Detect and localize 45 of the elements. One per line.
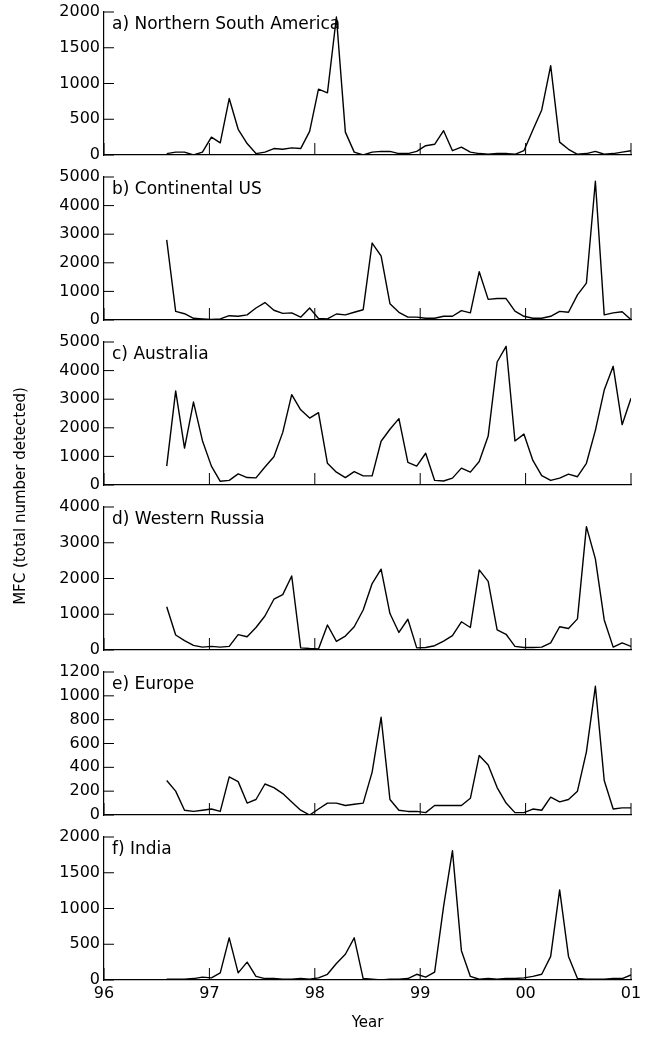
y-tick-label: 0 [89,803,100,823]
y-tick-label: 1200 [59,660,100,680]
y-tick-label: 500 [69,932,100,952]
y-tick-label: 5000 [59,166,100,186]
y-tick-label: 400 [69,756,100,776]
y-tick-label: 4000 [59,359,100,379]
y-tick-label: 0 [89,473,100,493]
y-tick-label: 4000 [59,194,100,214]
y-tick-label: 1000 [59,897,100,917]
y-tick-label: 3000 [59,531,100,551]
x-tick-label: 97 [199,982,220,1002]
y-tick-label: 200 [69,779,100,799]
y-tick-label: 1000 [59,603,100,623]
y-tick-label: 0 [89,144,100,164]
y-tick-label: 1000 [59,72,100,92]
y-tick-label: 0 [89,638,100,658]
y-tick-label: 1500 [59,861,100,881]
x-tick-label: 01 [620,982,642,1002]
y-tick-label: 4000 [59,495,100,515]
chart-title: b) Continental US [112,177,262,198]
x-axis-title: Year [350,1012,385,1031]
x-tick-label: 98 [304,982,325,1002]
y-tick-label: 1000 [59,684,100,704]
y-tick-label: 2000 [59,416,100,436]
chart-title: f) India [112,837,172,858]
y-tick-label: 1000 [59,445,100,465]
y-axis-title: MFC (total number detected) [11,387,30,605]
y-tick-label: 2000 [59,251,100,271]
y-tick-label: 600 [69,732,100,752]
x-tick-label: 00 [515,982,536,1002]
y-tick-label: 2000 [59,1,100,21]
y-tick-label: 5000 [59,330,100,350]
chart-title: d) Western Russia [112,507,265,528]
y-tick-label: 3000 [59,223,100,243]
y-tick-label: 1500 [59,36,100,56]
x-tick-label: 99 [410,982,431,1002]
chart-title: e) Europe [112,672,195,693]
y-tick-label: 800 [69,708,100,728]
y-tick-label: 2000 [59,567,100,587]
y-tick-label: 3000 [59,388,100,408]
y-tick-label: 500 [69,108,100,128]
y-tick-label: 0 [89,309,100,329]
y-tick-label: 1000 [59,280,100,300]
y-tick-label: 2000 [59,825,100,845]
chart-title: c) Australia [112,342,209,363]
